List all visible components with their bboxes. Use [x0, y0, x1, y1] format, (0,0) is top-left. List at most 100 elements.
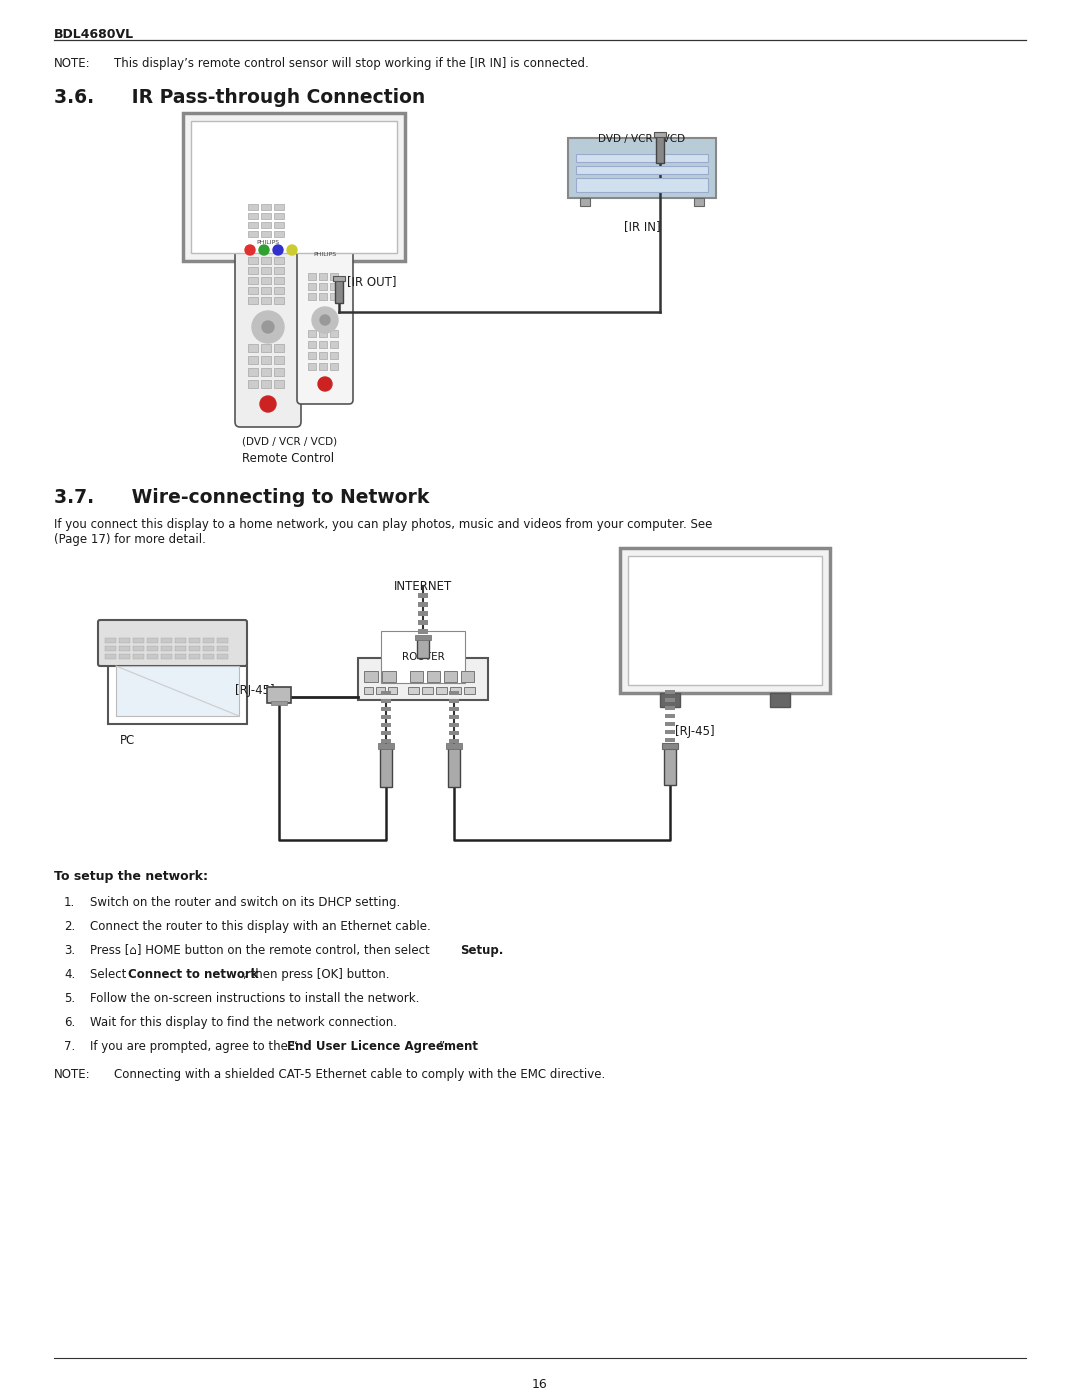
Bar: [333, 277, 345, 281]
Bar: [382, 671, 396, 682]
Bar: [461, 671, 474, 682]
FancyBboxPatch shape: [297, 242, 353, 404]
Bar: [665, 722, 675, 726]
Bar: [410, 671, 423, 682]
Text: PHILIPS: PHILIPS: [313, 253, 337, 257]
Bar: [357, 658, 488, 700]
Bar: [189, 654, 200, 659]
FancyBboxPatch shape: [108, 662, 247, 724]
Bar: [319, 330, 327, 337]
Bar: [248, 356, 258, 365]
Text: NOTE:: NOTE:: [54, 1067, 91, 1081]
Bar: [330, 284, 338, 291]
FancyBboxPatch shape: [235, 226, 301, 427]
Bar: [449, 731, 459, 735]
Bar: [576, 166, 708, 175]
Circle shape: [287, 244, 297, 256]
Bar: [248, 222, 258, 228]
Bar: [770, 693, 789, 707]
Bar: [261, 222, 271, 228]
Bar: [418, 602, 428, 608]
Text: Remote Control: Remote Control: [242, 453, 334, 465]
Bar: [274, 257, 284, 264]
Bar: [217, 638, 228, 643]
Bar: [274, 267, 284, 274]
Circle shape: [262, 321, 274, 332]
Bar: [319, 341, 327, 348]
Bar: [319, 284, 327, 291]
Text: PHILIPS: PHILIPS: [256, 239, 280, 244]
Circle shape: [259, 244, 269, 256]
Bar: [248, 204, 258, 210]
Circle shape: [245, 244, 255, 256]
Text: [RJ-45]: [RJ-45]: [675, 725, 715, 738]
Bar: [418, 610, 428, 616]
Bar: [175, 638, 186, 643]
Bar: [175, 654, 186, 659]
Circle shape: [312, 307, 338, 332]
Bar: [105, 638, 116, 643]
Bar: [444, 671, 457, 682]
Text: Connect to network: Connect to network: [129, 968, 258, 981]
Text: [IR OUT]: [IR OUT]: [347, 275, 396, 288]
Bar: [665, 705, 675, 710]
Bar: [665, 714, 675, 718]
Bar: [274, 204, 284, 210]
Bar: [319, 272, 327, 279]
Bar: [116, 666, 239, 717]
Bar: [449, 739, 459, 743]
Bar: [418, 592, 428, 598]
Bar: [308, 341, 316, 348]
Text: ROUTER: ROUTER: [402, 652, 444, 662]
Text: Press [⌂] HOME button on the remote control, then select: Press [⌂] HOME button on the remote cont…: [90, 944, 433, 957]
Bar: [203, 638, 214, 643]
Bar: [694, 198, 704, 205]
Bar: [378, 743, 394, 749]
Bar: [133, 638, 144, 643]
Bar: [381, 731, 391, 735]
Bar: [627, 556, 822, 685]
Bar: [308, 330, 316, 337]
Bar: [189, 645, 200, 651]
Bar: [381, 698, 391, 703]
Bar: [418, 629, 428, 634]
Text: , then press [OK] button.: , then press [OK] button.: [243, 968, 390, 981]
Circle shape: [318, 377, 332, 391]
Bar: [580, 198, 590, 205]
Bar: [267, 687, 291, 703]
Bar: [217, 645, 228, 651]
Bar: [417, 638, 429, 658]
Bar: [335, 279, 343, 303]
Bar: [319, 352, 327, 359]
Text: 5.: 5.: [64, 992, 76, 1004]
Bar: [376, 687, 384, 694]
Bar: [449, 715, 459, 719]
Bar: [274, 356, 284, 365]
Bar: [261, 204, 271, 210]
Bar: [364, 687, 373, 694]
Bar: [274, 212, 284, 219]
Bar: [381, 724, 391, 726]
Bar: [261, 367, 271, 376]
Bar: [261, 267, 271, 274]
Text: This display’s remote control sensor will stop working if the [IR IN] is connect: This display’s remote control sensor wil…: [114, 57, 589, 70]
Text: If you are prompted, agree to the “: If you are prompted, agree to the “: [90, 1039, 298, 1053]
Bar: [217, 654, 228, 659]
Text: Connecting with a shielded CAT-5 Ethernet cable to comply with the EMC directive: Connecting with a shielded CAT-5 Etherne…: [114, 1067, 605, 1081]
Bar: [203, 654, 214, 659]
Text: Select: Select: [90, 968, 130, 981]
Bar: [308, 293, 316, 300]
Bar: [330, 293, 338, 300]
Bar: [330, 330, 338, 337]
Bar: [308, 284, 316, 291]
Bar: [274, 367, 284, 376]
Bar: [248, 267, 258, 274]
Text: Wait for this display to find the network connection.: Wait for this display to find the networ…: [90, 1016, 397, 1030]
Bar: [308, 352, 316, 359]
Bar: [248, 367, 258, 376]
Bar: [380, 747, 392, 787]
Bar: [319, 363, 327, 370]
Text: 16: 16: [532, 1377, 548, 1391]
Bar: [119, 645, 130, 651]
Text: ”.: ”.: [438, 1039, 449, 1053]
